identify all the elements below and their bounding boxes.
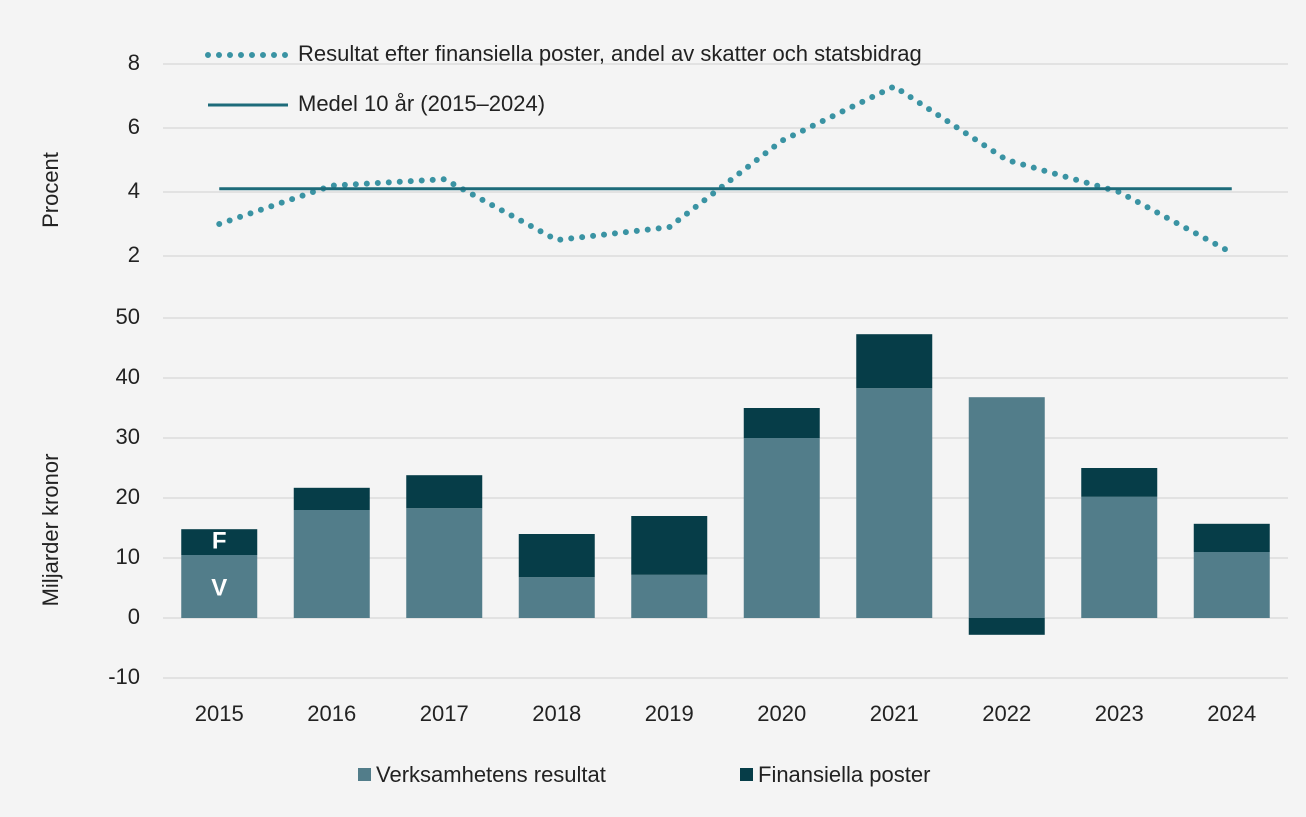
line-series — [216, 82, 1235, 256]
x-tick-label: 2015 — [195, 701, 244, 726]
bar — [406, 475, 483, 509]
y-tick-label: 10 — [116, 544, 140, 569]
x-tick-label: 2020 — [757, 701, 806, 726]
legend-label: Medel 10 år (2015–2024) — [298, 91, 545, 116]
bar — [968, 618, 1045, 635]
bar — [406, 508, 483, 618]
bar — [1193, 523, 1270, 552]
bar — [518, 577, 595, 618]
bar — [181, 529, 258, 555]
bar — [1081, 496, 1158, 618]
bar — [631, 516, 708, 575]
x-tick-label: 2022 — [982, 701, 1031, 726]
annotation: F — [212, 527, 227, 554]
x-tick-label: 2024 — [1207, 701, 1256, 726]
y-tick-label: 40 — [116, 364, 140, 389]
y-tick-label: -10 — [108, 664, 140, 689]
x-tick-label: 2017 — [420, 701, 469, 726]
y-axis-title: Procent — [38, 152, 63, 228]
y-tick-label: 20 — [116, 484, 140, 509]
legend-label: Resultat efter finansiella poster, andel… — [298, 41, 922, 66]
x-tick-label: 2021 — [870, 701, 919, 726]
bar — [1081, 468, 1158, 497]
bar — [293, 510, 370, 618]
bar — [856, 334, 933, 389]
bar — [743, 438, 820, 618]
legend-label: Finansiella poster — [758, 762, 930, 787]
y-tick-label: 50 — [116, 304, 140, 329]
y-tick-label: 0 — [128, 604, 140, 629]
x-tick-label: 2016 — [307, 701, 356, 726]
bar — [631, 574, 708, 618]
bar — [518, 534, 595, 578]
y-tick-label: 4 — [128, 178, 140, 203]
bar — [743, 408, 820, 438]
y-tick-label: 30 — [116, 424, 140, 449]
x-tick-label: 2023 — [1095, 701, 1144, 726]
x-tick-label: 2018 — [532, 701, 581, 726]
y-tick-label: 2 — [128, 242, 140, 267]
bar — [856, 388, 933, 618]
bar — [1193, 552, 1270, 618]
bar — [181, 555, 258, 618]
annotation: V — [211, 574, 227, 601]
legend-swatch — [740, 768, 753, 781]
x-tick-label: 2019 — [645, 701, 694, 726]
bar — [968, 397, 1045, 618]
y-tick-label: 6 — [128, 114, 140, 139]
legend-swatch — [358, 768, 371, 781]
y-tick-label: 8 — [128, 50, 140, 75]
legend-label: Verksamhetens resultat — [376, 762, 606, 787]
y-axis-title: Miljarder kronor — [38, 454, 63, 607]
bar — [293, 487, 370, 510]
